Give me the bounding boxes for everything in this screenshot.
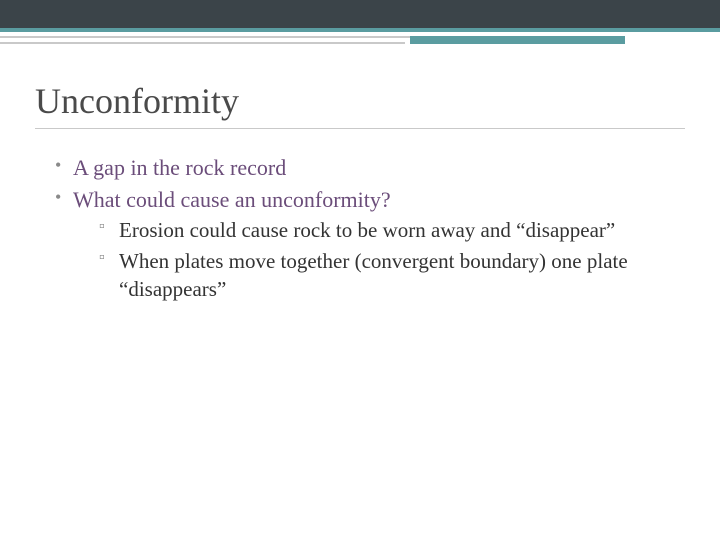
sub-bullet-text: Erosion could cause rock to be worn away… — [119, 218, 615, 242]
sub-bullet-list: Erosion could cause rock to be worn away… — [73, 216, 685, 303]
divider-line-2 — [0, 42, 405, 44]
list-item: When plates move together (convergent bo… — [99, 247, 685, 304]
slide-content: Unconformity A gap in the rock record Wh… — [35, 80, 685, 305]
bullet-list: A gap in the rock record What could caus… — [35, 153, 685, 303]
title-underline — [35, 128, 685, 129]
slide-title: Unconformity — [35, 80, 685, 122]
header-band — [0, 0, 720, 28]
bullet-text: What could cause an unconformity? — [73, 187, 391, 212]
list-item: A gap in the rock record — [55, 153, 685, 183]
bullet-text: A gap in the rock record — [73, 155, 286, 180]
divider-line-1 — [0, 36, 480, 38]
sub-bullet-text: When plates move together (convergent bo… — [119, 249, 628, 301]
accent-line — [0, 28, 720, 32]
list-item: Erosion could cause rock to be worn away… — [99, 216, 685, 244]
accent-block — [410, 36, 625, 44]
list-item: What could cause an unconformity? Erosio… — [55, 185, 685, 304]
